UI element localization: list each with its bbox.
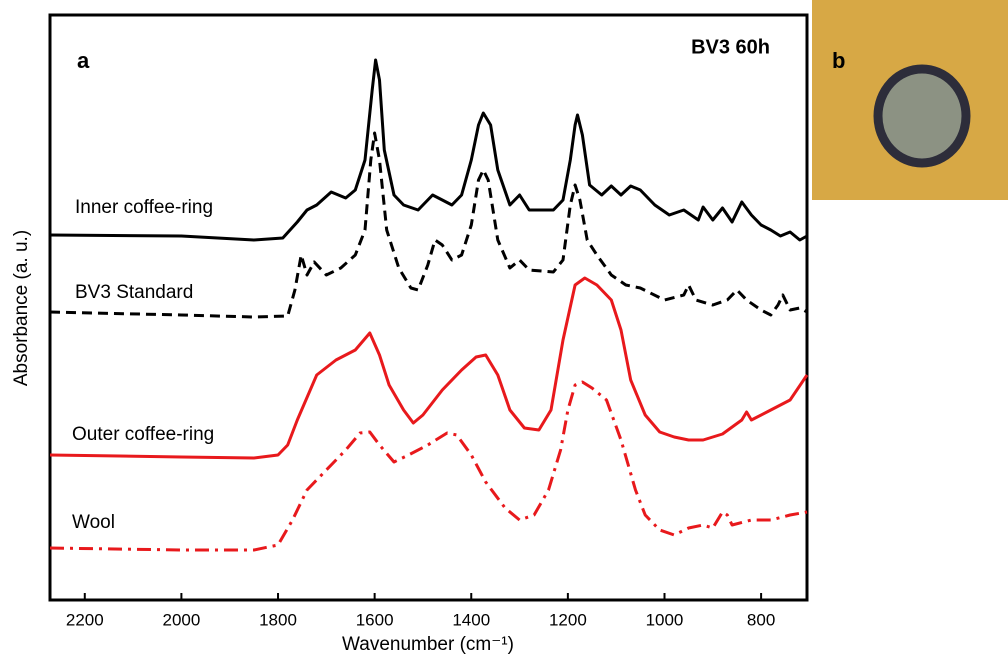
x-tick-label: 1800 <box>259 610 297 629</box>
spectrum-line <box>49 131 808 319</box>
x-tick-label: 1200 <box>549 610 587 629</box>
series-label: Inner coffee-ring <box>75 197 213 218</box>
x-tick-label: 2200 <box>66 610 104 629</box>
coffee-ring <box>873 64 971 168</box>
x-tick-label: 2000 <box>162 610 200 629</box>
spectrum-line <box>49 276 809 460</box>
x-tick-label: 800 <box>747 610 775 629</box>
x-tick-label: 1400 <box>452 610 490 629</box>
series-label: Wool <box>72 512 115 533</box>
series-label: BV3 Standard <box>75 282 193 303</box>
series-label: Outer coffee-ring <box>72 424 214 445</box>
y-axis-label: Absorbance (a. u.) <box>11 230 32 386</box>
photo-panel: b <box>812 0 1008 200</box>
spectrum-line <box>49 58 808 242</box>
x-tick-label: 1600 <box>356 610 394 629</box>
panel-label: b <box>832 48 845 73</box>
x-tick-label: 1000 <box>646 610 684 629</box>
annotation: BV3 60h <box>691 36 770 58</box>
plot-frame <box>48 13 809 602</box>
spectrum-line <box>49 380 808 552</box>
x-axis-label: Wavenumber (cm⁻¹) <box>342 634 514 655</box>
panel-label: a <box>77 48 90 73</box>
